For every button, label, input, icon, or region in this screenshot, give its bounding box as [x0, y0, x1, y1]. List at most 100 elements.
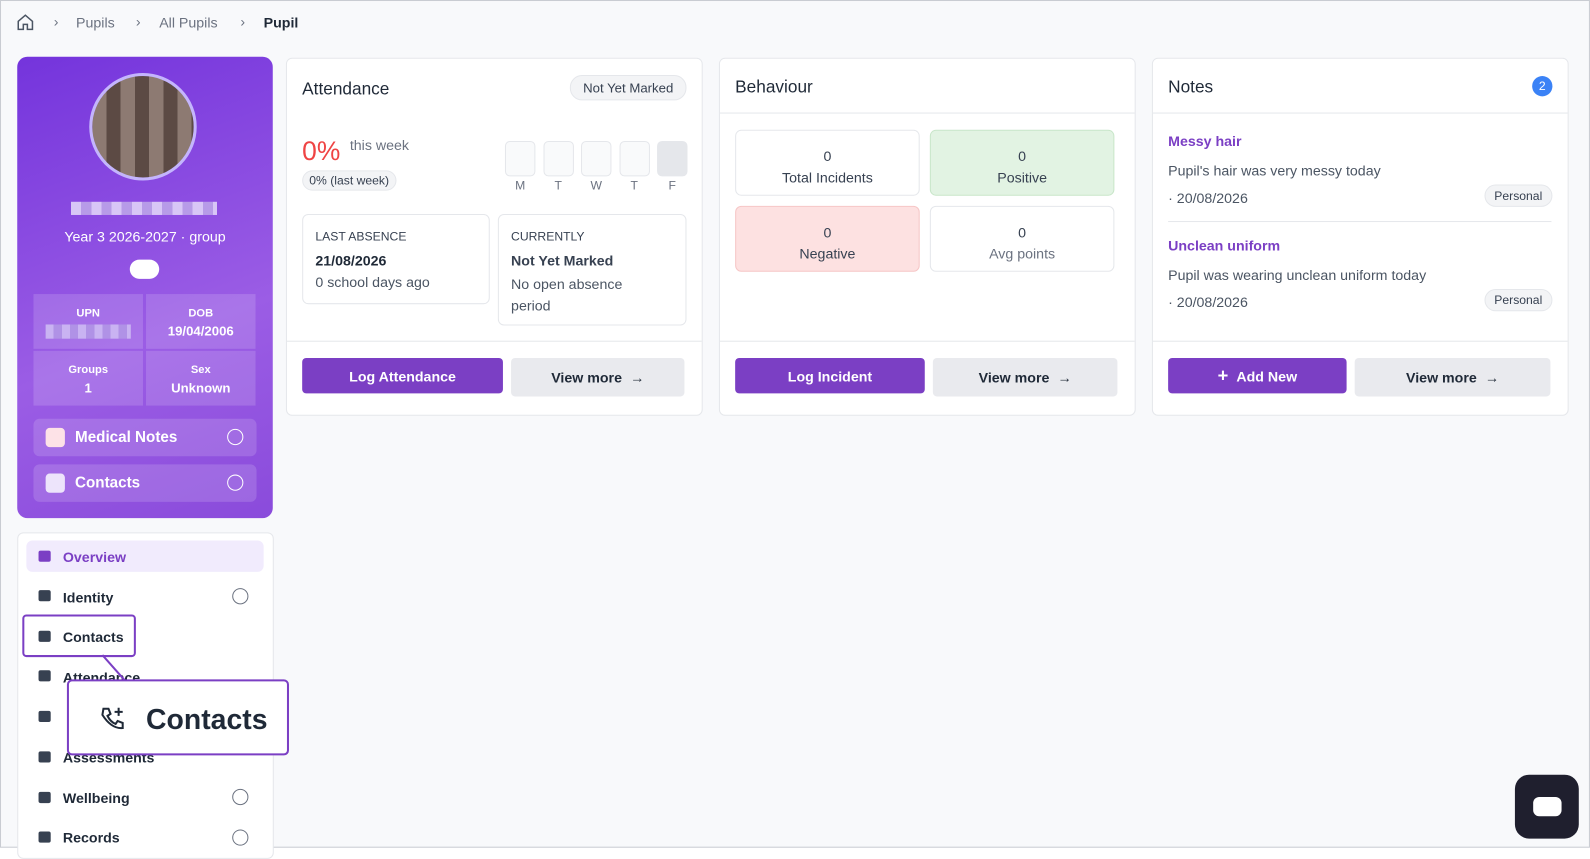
- separator: ›: [135, 13, 141, 30]
- currently: CURRENTLY Not Yet Marked No open absence…: [497, 213, 687, 326]
- section-toggle[interactable]: Contacts: [33, 464, 257, 502]
- stat: UPN: [33, 294, 143, 349]
- stat: DOB 19/04/2006: [146, 294, 256, 349]
- tile-label: Total Incidents: [782, 169, 873, 186]
- highlight-box: [22, 614, 136, 658]
- nav-icon: [38, 710, 51, 722]
- nav-icon: [38, 831, 51, 843]
- day-bar: [619, 140, 650, 177]
- breadcrumb[interactable]: All Pupils: [159, 14, 218, 31]
- tile-label: Positive: [997, 169, 1047, 186]
- avatar: [89, 73, 197, 181]
- chat-icon: [1533, 797, 1562, 817]
- tile: 0 Total Incidents: [735, 129, 920, 196]
- view-more-button[interactable]: View more →: [932, 357, 1118, 397]
- log-incident-button[interactable]: Log Incident: [735, 357, 925, 394]
- date: 21/08/2026: [315, 252, 387, 269]
- stat-value: Unknown: [171, 380, 231, 396]
- period: this week: [349, 136, 410, 154]
- chevron: [227, 428, 244, 446]
- count-badge: 2: [1532, 76, 1553, 97]
- tile-value: 0: [1018, 224, 1027, 241]
- breadcrumb[interactable]: Pupils: [76, 14, 115, 31]
- note-title[interactable]: Unclean uniform: [1168, 237, 1281, 254]
- group: Year 3 2026-2027 · group: [64, 228, 226, 245]
- stat-value: 19/04/2006: [167, 323, 234, 339]
- status-badge: Not Yet Marked: [569, 75, 687, 101]
- chat-button[interactable]: [1514, 774, 1579, 839]
- ago: 0 school days ago: [315, 273, 430, 291]
- view-more-button[interactable]: View more →: [511, 357, 685, 397]
- day-label: F: [668, 178, 677, 193]
- tile-value: 0: [1018, 148, 1027, 165]
- day-label: T: [630, 178, 638, 193]
- log-attendance-button[interactable]: Log Attendance: [302, 357, 503, 394]
- stat-label: DOB: [188, 307, 214, 320]
- day-bar: [504, 140, 536, 177]
- label: CURRENTLY: [511, 229, 585, 244]
- button-label: View more: [1406, 369, 1477, 386]
- note-title[interactable]: Messy hair: [1168, 132, 1242, 150]
- button-label: View more: [978, 369, 1050, 386]
- plus: +: [1217, 365, 1229, 386]
- attendance-card: Attendance Not Yet Marked 0% this week 0…: [285, 57, 703, 416]
- tile: 0 Negative: [735, 205, 920, 272]
- callout-label: Contacts: [146, 703, 268, 736]
- nav-item[interactable]: Contacts: [62, 628, 124, 645]
- notes-card: Notes 2 Messy hair Pupil's hair was very…: [1151, 57, 1569, 416]
- divider: [1168, 221, 1552, 223]
- note-tag: Personal: [1484, 288, 1553, 312]
- view-more-button[interactable]: View more →: [1354, 357, 1551, 397]
- add-new-button[interactable]: + Add New: [1168, 357, 1347, 394]
- note-text: Pupil was wearing unclean uniform today: [1168, 266, 1427, 283]
- day-bar: [542, 140, 574, 177]
- name-blurred: [70, 201, 217, 215]
- callout-connector: [101, 654, 127, 683]
- separator: ›: [53, 13, 59, 30]
- icon: [45, 473, 65, 493]
- chevron: [227, 474, 244, 491]
- tile: 0 Positive: [929, 129, 1115, 196]
- blurred: [45, 324, 131, 339]
- arrow: →: [630, 369, 645, 386]
- day-label: T: [554, 178, 562, 193]
- nav-icon: [38, 550, 51, 562]
- note-tag: Personal: [1484, 184, 1553, 207]
- chevron[interactable]: [232, 829, 249, 846]
- nav-icon: [38, 791, 51, 804]
- chevron[interactable]: [232, 788, 249, 806]
- arrow: →: [1057, 369, 1072, 386]
- divider: [719, 112, 1135, 114]
- stat-label: UPN: [76, 307, 100, 320]
- nav-icon: [38, 590, 51, 602]
- badge: [129, 259, 160, 279]
- divider: [1152, 340, 1568, 342]
- day-label: M: [515, 178, 526, 193]
- button-label: View more: [551, 369, 622, 386]
- phone-icon: [101, 707, 124, 730]
- nav-item[interactable]: Records: [62, 829, 120, 846]
- breadcrumb-current: Pupil: [263, 14, 299, 31]
- nav-icon: [38, 630, 51, 642]
- nav-item[interactable]: Overview: [62, 548, 127, 565]
- nav-icon: [38, 751, 51, 763]
- nav-item[interactable]: Wellbeing: [62, 789, 130, 807]
- section-toggle[interactable]: Medical Notes: [33, 418, 257, 457]
- home-icon[interactable]: [16, 13, 34, 31]
- percent: 0%: [302, 135, 341, 167]
- button-label: Log Incident: [787, 367, 873, 384]
- tile-label: Negative: [799, 245, 856, 262]
- nav-item[interactable]: Identity: [62, 589, 114, 606]
- note-date: · 20/08/2026: [1168, 294, 1248, 311]
- separator: ›: [240, 13, 246, 30]
- chevron[interactable]: [232, 588, 249, 605]
- nav-active: [26, 540, 264, 572]
- divider: [1152, 112, 1568, 114]
- stat: Sex Unknown: [146, 350, 256, 406]
- status: Not Yet Marked: [511, 252, 614, 269]
- stat-value: 1: [84, 380, 92, 396]
- note-date: · 20/08/2026: [1168, 189, 1248, 206]
- behaviour-card: Behaviour 0 Total Incidents 0 Positive 0 Ne…: [718, 57, 1136, 416]
